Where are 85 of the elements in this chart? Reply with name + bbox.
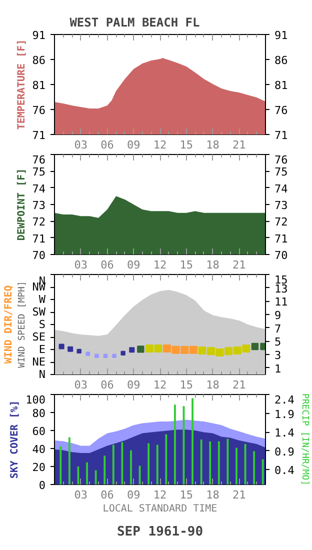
x-tick-label: 15 <box>180 488 193 502</box>
category-label: W <box>38 293 46 306</box>
y-tick-label: 0 <box>38 479 46 492</box>
x-tick-label: 21 <box>232 378 246 392</box>
x-tick-label: 06 <box>100 488 114 502</box>
x-tick-label: 12 <box>153 258 167 272</box>
y-tick-label: 80 <box>32 407 46 420</box>
y2-tick-label: 3 <box>274 349 282 362</box>
x-tick-label: 09 <box>127 138 140 152</box>
y-tick-label: 86 <box>32 54 46 67</box>
y-axis-title: SKY COVER [%] <box>10 400 21 479</box>
x-tick-label: 09 <box>127 258 140 272</box>
category-label: N <box>38 368 46 381</box>
y2-tick-label: 86 <box>274 54 288 67</box>
y-tick-label: 71 <box>32 232 46 246</box>
chart-title: WEST PALM BEACH FL <box>70 16 200 30</box>
x-tick-label: 06 <box>100 258 114 272</box>
x-tick-label: 18 <box>206 138 220 152</box>
x-tick-label: 21 <box>232 138 246 152</box>
x-tick-label: 06 <box>100 378 114 392</box>
y-axis-title: TEMPERATURE [F] <box>16 39 28 130</box>
y-tick-label: 40 <box>32 443 46 456</box>
y2-tick-label: 91 <box>274 29 288 42</box>
y2-axis-title: WIND SPEED [MPH] <box>17 281 28 368</box>
y2-tick-label: 1.4 <box>274 426 295 440</box>
y-tick-label: 100 <box>26 394 46 406</box>
y2-tick-label: 0.9 <box>274 445 294 458</box>
x-tick-label: 18 <box>206 258 220 272</box>
y-tick-label: 91 <box>32 29 46 42</box>
x-tick-label: 03 <box>74 378 88 392</box>
x-tick-label: 18 <box>206 488 220 502</box>
y-tick-label: 70 <box>32 249 46 262</box>
y-tick-label: 75 <box>32 166 46 179</box>
x-tick-label: 09 <box>127 488 140 502</box>
y-tick-label: 74 <box>32 182 46 196</box>
y2-tick-label: 1.9 <box>274 408 294 421</box>
y2-tick-label: 75 <box>274 166 288 179</box>
y2-tick-label: 0.4 <box>274 464 295 477</box>
x-tick-label: 12 <box>153 378 167 392</box>
y-tick-label: 71 <box>32 129 46 142</box>
category-label: S <box>38 318 46 331</box>
y2-tick-label: 1 <box>274 362 282 376</box>
x-tick-label: 15 <box>180 138 193 152</box>
category-label: E <box>38 343 46 356</box>
x-tick-label: 09 <box>127 378 140 392</box>
x-tick-label: 15 <box>180 378 193 392</box>
y2-tick-label: 74 <box>274 182 288 196</box>
x-tick-label: 21 <box>232 258 246 272</box>
x-tick-label: 03 <box>74 138 88 152</box>
x-tick-label: 12 <box>153 488 167 502</box>
y-tick-label: 72 <box>32 216 46 229</box>
x-tick-label: 15 <box>180 258 193 272</box>
y2-tick-label: 71 <box>274 129 288 142</box>
y2-tick-label: 5 <box>274 336 282 349</box>
y-tick-label: 20 <box>32 461 46 474</box>
y2-tick-label: 9 <box>274 309 282 322</box>
y2-tick-label: 81 <box>274 79 288 92</box>
y-axis-title: WIND DIR/FREQ <box>4 285 14 364</box>
category-label: SW <box>32 306 46 318</box>
y-tick-label: 76 <box>32 154 46 166</box>
category-label: SE <box>32 330 46 344</box>
y-tick-label: 60 <box>32 425 46 438</box>
y2-tick-label: 2.4 <box>274 394 295 406</box>
x-axis-title: LOCAL STANDARD TIME <box>102 504 218 514</box>
y2-tick-label: 76 <box>274 104 288 117</box>
y2-tick-label: 11 <box>274 296 288 309</box>
y-tick-label: 73 <box>32 199 46 212</box>
x-tick-label: 21 <box>232 488 246 502</box>
y2-tick-label: 7 <box>274 322 282 336</box>
x-tick-label: 03 <box>74 488 88 502</box>
text: SEP 1961-90 <box>116 524 204 540</box>
y2-tick-label: 76 <box>274 154 288 166</box>
x-tick-label: 12 <box>153 138 167 152</box>
y2-tick-label: 71 <box>274 232 288 246</box>
y2-tick-label: 72 <box>274 216 288 229</box>
y2-tick-label: 73 <box>274 199 288 212</box>
y2-tick-label: 70 <box>274 249 288 262</box>
x-tick-label: 18 <box>206 378 220 392</box>
y-axis-title: DEWPOINT [F] <box>16 168 28 241</box>
y-tick-label: 81 <box>32 79 46 92</box>
category-label: NE <box>32 356 46 368</box>
x-tick-label: 03 <box>74 258 88 272</box>
x-tick-label: 06 <box>100 138 114 152</box>
y-tick-label: 76 <box>32 104 46 117</box>
y2-axis-title: PRECIP [IN/HR/MO] <box>299 393 310 486</box>
